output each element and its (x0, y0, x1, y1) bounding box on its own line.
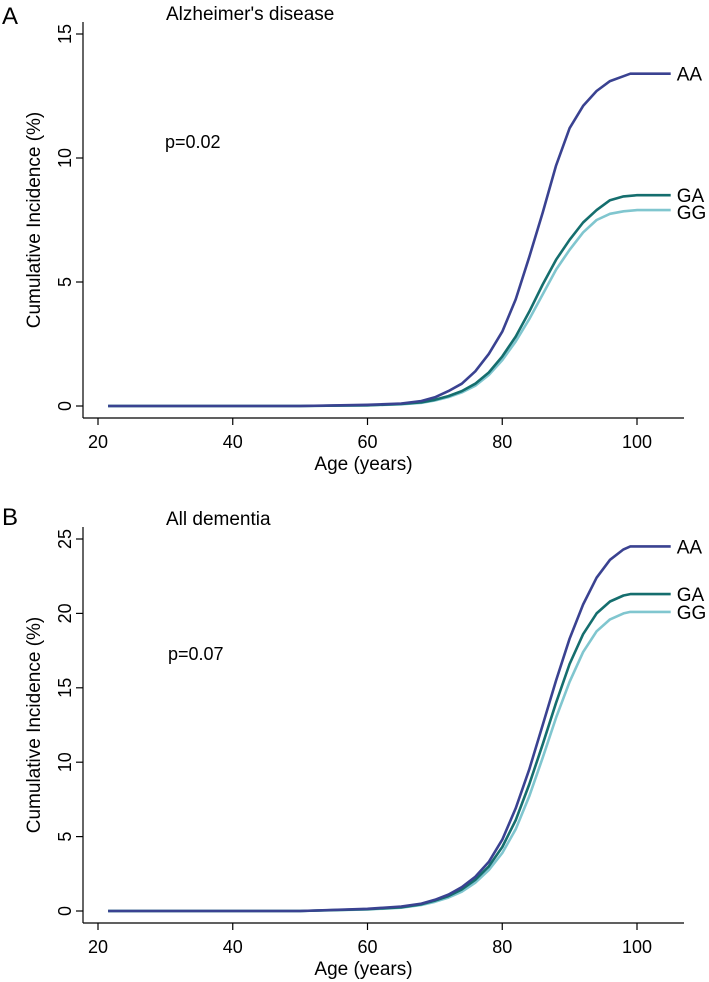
chart-panel-a: A Alzheimer's disease 0 5 10 15 20 40 60 80 100 Age… (2, 3, 706, 475)
series-label-ga: GA (677, 585, 705, 606)
series-label-aa: AA (677, 537, 703, 558)
x-tick-label: 100 (622, 432, 652, 452)
panel-title: All dementia (166, 509, 271, 530)
y-tick-label: 10 (55, 752, 75, 772)
x-tick-label: 80 (492, 937, 512, 957)
series-label-ga: GA (677, 186, 705, 207)
y-tick-label: 10 (55, 148, 75, 168)
x-tick-label: 60 (357, 432, 377, 452)
y-tick-label: 5 (55, 832, 75, 842)
x-tick-label: 20 (88, 937, 108, 957)
y-tick-label: 15 (55, 678, 75, 698)
y-tick-label: 0 (55, 906, 75, 916)
y-axis-label: Cumulative Incidence (%) (24, 617, 45, 833)
series-label-aa: AA (677, 65, 703, 86)
y-tick-label: 15 (55, 24, 75, 44)
y-tick-label: 0 (55, 401, 75, 411)
panel-title: Alzheimer's disease (166, 4, 334, 25)
y-tick-label: 20 (55, 603, 75, 623)
panel-letter: B (2, 504, 18, 531)
x-axis-label: Age (years) (314, 454, 412, 475)
series-label-gg: GG (677, 603, 707, 624)
x-axis-label: Age (years) (314, 959, 412, 980)
series-label-gg: GG (677, 203, 707, 224)
x-tick-label: 100 (622, 937, 652, 957)
series-line-ga (108, 592, 671, 913)
x-tick-label: 40 (223, 432, 243, 452)
p-value-annotation: p=0.02 (165, 132, 221, 152)
x-tick-label: 60 (357, 937, 377, 957)
x-tick-label: 40 (223, 937, 243, 957)
p-value-annotation: p=0.07 (168, 644, 224, 664)
y-axis-label: Cumulative Incidence (%) (24, 112, 45, 328)
series-line-ga (108, 193, 671, 408)
y-tick-label: 5 (55, 277, 75, 287)
series-line-aa (108, 72, 671, 408)
series-line-aa (108, 545, 671, 913)
chart-panel-b: B All dementia 0 5 10 15 20 25 20 40 60 80 100 Age (y… (2, 504, 706, 980)
y-tick-label: 25 (55, 529, 75, 549)
panel-letter: A (2, 3, 18, 30)
x-tick-label: 80 (492, 432, 512, 452)
series-line-gg (108, 208, 671, 408)
x-tick-label: 20 (88, 432, 108, 452)
